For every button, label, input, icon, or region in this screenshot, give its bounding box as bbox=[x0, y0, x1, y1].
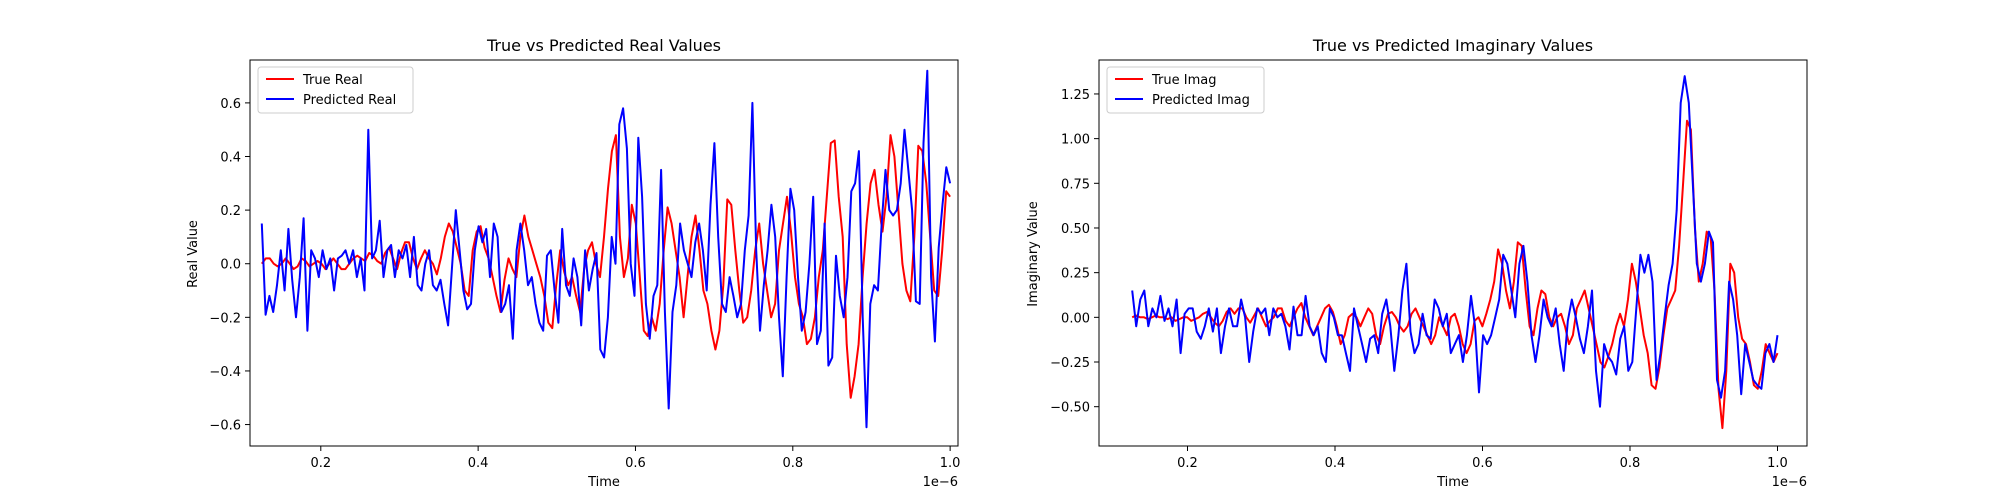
y-tick-label: 1.25 bbox=[1061, 88, 1090, 103]
y-tick-label: 0.0 bbox=[220, 258, 241, 273]
y-tick-label: 1.00 bbox=[1061, 133, 1090, 148]
x-tick-label: 0.4 bbox=[1325, 456, 1346, 471]
y-axis-label: Imaginary Value bbox=[1026, 201, 1041, 306]
x-tick-label: 0.8 bbox=[1620, 456, 1641, 471]
y-tick-label: 0.75 bbox=[1061, 177, 1090, 192]
imaginary-values-panel: True vs Predicted Imaginary Values Imagi… bbox=[1026, 36, 1808, 490]
legend-label-predicted-imag: Predicted Imag bbox=[1152, 93, 1250, 108]
y-tick-label: 0.50 bbox=[1061, 222, 1090, 237]
legend-label-true-real: True Real bbox=[302, 73, 363, 88]
series-line-predicted-imag bbox=[1131, 75, 1779, 408]
chart-title: True vs Predicted Real Values bbox=[486, 36, 721, 55]
legend-label-true-imag: True Imag bbox=[1151, 73, 1216, 88]
x-tick-label: 0.4 bbox=[468, 456, 489, 471]
x-offset-text: 1e−6 bbox=[1772, 475, 1807, 490]
plot-area: 0.2 0.4 0.6 0.8 1.0 −0.6 −0.4 −0.2 0.0 0.2 0.4 0.6 bbox=[209, 69, 961, 471]
y-axis-label: Real Value bbox=[186, 220, 201, 288]
x-axis-label: Time bbox=[587, 475, 620, 490]
y-tick-label: 0.00 bbox=[1061, 311, 1090, 326]
series-line-true-real bbox=[261, 134, 951, 399]
y-tick-label: 0.2 bbox=[220, 204, 241, 219]
y-tick-label: −0.4 bbox=[209, 365, 241, 380]
y-tick-label: 0.25 bbox=[1061, 267, 1090, 282]
legend-box bbox=[257, 66, 414, 114]
series-line-predicted-real bbox=[260, 69, 952, 429]
x-tick-label: 0.6 bbox=[625, 456, 646, 471]
y-tick-label: −0.6 bbox=[209, 419, 241, 434]
plot-frame bbox=[249, 59, 959, 447]
x-tick-label: 1.0 bbox=[940, 456, 961, 471]
legend: True Real Predicted Real bbox=[257, 66, 414, 114]
real-values-panel: True vs Predicted Real Values Real Value… bbox=[186, 36, 960, 490]
x-axis-label: Time bbox=[1436, 475, 1469, 490]
legend-label-predicted-real: Predicted Real bbox=[303, 93, 396, 108]
y-tick-label: 0.4 bbox=[220, 151, 241, 166]
x-offset-text: 1e−6 bbox=[923, 475, 958, 490]
x-tick-label: 0.8 bbox=[782, 456, 803, 471]
x-tick-label: 1.0 bbox=[1767, 456, 1788, 471]
x-tick-label: 0.2 bbox=[310, 456, 331, 471]
legend-box bbox=[1106, 66, 1265, 114]
y-tick-label: −0.50 bbox=[1050, 401, 1090, 416]
chart-title: True vs Predicted Imaginary Values bbox=[1312, 36, 1593, 55]
y-tick-label: −0.2 bbox=[209, 311, 241, 326]
plot-frame bbox=[1098, 59, 1808, 447]
y-tick-label: 0.6 bbox=[220, 97, 241, 112]
plot-area: 0.2 0.4 0.6 0.8 1.0 −0.50 −0.25 0.00 0.25 0.50 0.7… bbox=[1050, 75, 1788, 471]
legend: True Imag Predicted Imag bbox=[1106, 66, 1265, 114]
x-tick-label: 0.2 bbox=[1177, 456, 1198, 471]
y-tick-label: −0.25 bbox=[1050, 356, 1090, 371]
x-tick-label: 0.6 bbox=[1472, 456, 1493, 471]
